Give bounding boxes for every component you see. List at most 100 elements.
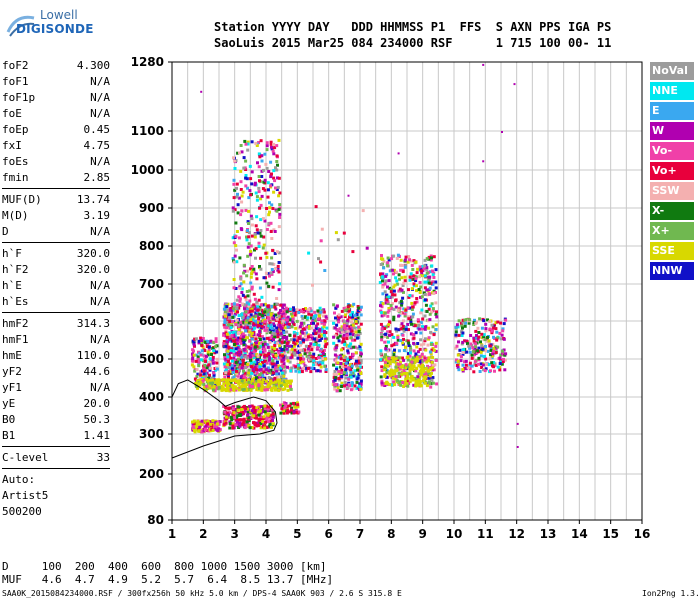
echo-point	[464, 321, 467, 325]
echo-point	[267, 424, 271, 428]
echo-point	[265, 207, 269, 210]
param-separator	[2, 312, 110, 313]
echo-point	[249, 375, 253, 379]
echo-point	[343, 380, 347, 384]
echo-point	[313, 362, 317, 366]
echo-point	[258, 231, 262, 235]
echo-point	[428, 350, 432, 354]
echo-point	[312, 359, 316, 363]
legend-item-ssw: SSW	[650, 182, 694, 200]
echo-point	[351, 323, 355, 327]
echo-point	[191, 352, 194, 356]
echo-point	[232, 332, 236, 336]
echo-point	[252, 303, 256, 307]
echo-point	[260, 154, 264, 158]
echo-point	[253, 183, 257, 187]
echo-point	[352, 345, 356, 349]
echo-point	[246, 413, 250, 417]
echo-point	[235, 306, 239, 310]
echo-point	[271, 207, 275, 210]
echo-point	[267, 352, 271, 356]
echo-point	[294, 365, 298, 369]
echo-point	[401, 381, 405, 384]
echo-point	[490, 354, 494, 358]
echo-point	[252, 267, 256, 271]
echo-point	[388, 374, 392, 378]
echo-point	[319, 365, 323, 369]
echo-point	[278, 191, 282, 195]
echo-point	[233, 359, 237, 363]
echo-point	[244, 325, 248, 329]
param-name: MUF(D)	[2, 193, 42, 206]
echo-point	[253, 409, 257, 413]
param-value: 314.3	[76, 317, 110, 330]
echo-point	[290, 411, 294, 415]
echo-point	[428, 275, 432, 279]
echo-point	[237, 388, 241, 392]
echo-point	[472, 321, 476, 325]
echo-point	[226, 378, 230, 382]
echo-point	[339, 362, 343, 365]
echo-point	[246, 336, 249, 340]
echo-point	[421, 363, 425, 367]
echo-point	[301, 309, 305, 313]
echo-point	[243, 312, 247, 316]
echo-point	[244, 407, 248, 411]
echo-point	[468, 367, 472, 371]
echo-point	[266, 304, 270, 308]
echo-point	[211, 346, 215, 350]
echo-point	[242, 326, 246, 330]
echo-point	[423, 339, 427, 343]
echo-point	[252, 355, 256, 359]
echo-point	[289, 312, 293, 316]
echo-point	[261, 378, 265, 382]
echo-point	[359, 354, 363, 358]
echo-point	[234, 234, 238, 238]
echo-point	[274, 366, 277, 370]
echo-point	[274, 384, 278, 388]
echo-point	[222, 307, 226, 311]
echo-point	[197, 364, 201, 368]
echo-point	[245, 381, 248, 385]
echo-point	[240, 366, 244, 370]
echo-point	[411, 333, 415, 337]
echo-point	[342, 354, 346, 358]
echo-point	[286, 365, 289, 369]
echo-point	[297, 363, 301, 367]
echo-point	[255, 345, 259, 349]
echo-point	[240, 379, 244, 383]
echo-point	[502, 357, 505, 361]
echo-point	[264, 271, 268, 275]
echo-point	[308, 325, 311, 328]
echo-point	[420, 373, 423, 377]
echo-point	[262, 370, 266, 374]
echo-point	[429, 342, 433, 346]
echo-point	[427, 255, 431, 259]
y-tick-label: 900	[139, 201, 164, 215]
echo-point	[332, 335, 336, 339]
echo-point	[383, 327, 387, 330]
echo-point	[248, 164, 252, 168]
echo-point	[317, 356, 320, 359]
echo-point	[266, 385, 270, 389]
echo-point	[394, 327, 398, 331]
echo-point	[259, 197, 263, 201]
echo-point	[496, 320, 500, 324]
echo-point	[234, 244, 238, 248]
echo-point	[247, 196, 251, 200]
echo-point	[266, 272, 270, 276]
echo-point	[351, 250, 355, 254]
echo-point	[314, 340, 318, 344]
echo-point	[226, 366, 230, 370]
echo-point	[314, 324, 318, 328]
echo-point	[217, 422, 221, 426]
echo-point	[310, 348, 314, 352]
echo-point	[192, 353, 196, 357]
echo-point	[252, 331, 256, 335]
echo-point	[410, 287, 414, 291]
echo-point	[418, 380, 422, 384]
echo-point	[353, 338, 357, 342]
echo-point	[468, 318, 472, 322]
echo-point	[256, 368, 260, 372]
echo-point	[253, 232, 257, 236]
